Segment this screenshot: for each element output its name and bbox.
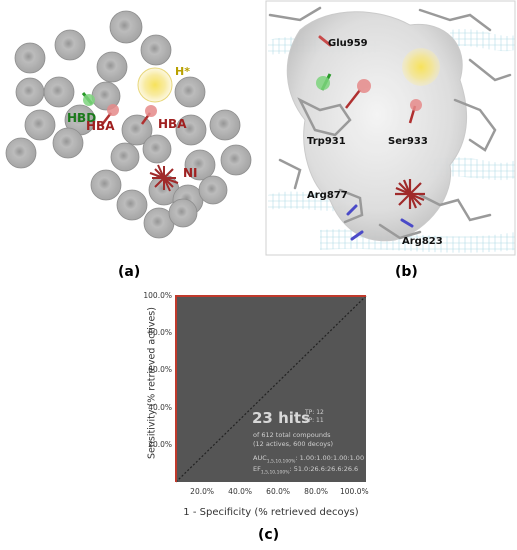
ef-numbers: : 51.0:26.6:26.6:26.6	[289, 465, 359, 473]
x-axis-label: 1 - Specificity (% retrieved decoys)	[183, 507, 359, 518]
panel-b-label: (b)	[395, 264, 418, 280]
residue-ser933: Ser933	[388, 136, 428, 147]
panel-c-label: (c)	[258, 527, 280, 543]
y-tick-label: 80.0%	[148, 328, 172, 338]
roc-chart	[175, 295, 367, 483]
roc-curve	[175, 295, 366, 482]
ef-values: EF1,5,10,100%: 51.0:26.6:26.6:26.6	[253, 465, 358, 475]
residue-arg877: Arg877	[307, 190, 348, 201]
hba-feature-1	[100, 104, 119, 127]
auc-values: AUC1,5,10,100%: 1.00:1.00:1.00:1.00	[253, 454, 364, 464]
auc-label: AUC	[253, 454, 267, 462]
ef-subscript: 1,5,10,100%	[260, 470, 290, 476]
x-tick-label: 20.0%	[190, 487, 214, 496]
panel-a-label: (a)	[118, 264, 141, 280]
ef-label: EF	[253, 465, 261, 473]
y-tick-label: 60.0%	[148, 365, 172, 375]
hba-feature-2	[140, 105, 157, 125]
hba-label-2: HBA	[158, 117, 187, 131]
y-tick-label: 40.0%	[148, 402, 172, 412]
hbd-feature	[81, 92, 95, 106]
ni-label: NI	[183, 166, 198, 180]
pharmacophore-model	[5, 10, 252, 239]
hba-label-1: HBA	[86, 119, 115, 133]
residue-trp931: Trp931	[307, 136, 346, 147]
residue-glu959: Glu959	[328, 38, 368, 49]
x-tick-label: 80.0%	[304, 487, 328, 496]
total-compounds: of 612 total compounds	[253, 431, 331, 439]
y-tick-label: 100.0%	[143, 291, 172, 300]
x-tick-label: 60.0%	[266, 487, 290, 496]
hydrophobic-label: H*	[175, 65, 190, 78]
hits-count: 23 hits	[252, 409, 311, 427]
hbd-label: HBD	[67, 111, 97, 125]
auc-numbers: : 1.00:1.00:1.00:1.00	[295, 454, 365, 462]
random-diagonal	[175, 295, 367, 483]
tp-count: TP: 12	[305, 409, 324, 416]
actives-decoys: (12 actives, 600 decoys)	[253, 440, 334, 448]
x-tick-label: 40.0%	[228, 487, 252, 496]
ni-feature	[149, 164, 179, 192]
binding-site-panel	[265, 0, 516, 256]
y-tick-label: 20.0%	[148, 439, 172, 449]
residue-arg823: Arg823	[402, 236, 443, 247]
y-axis-label: Sensitivity (% retrieved actives)	[146, 307, 158, 459]
hydrophobic-feature	[137, 67, 173, 103]
auc-subscript: 1,5,10,100%	[266, 459, 296, 465]
fp-count: FP: 11	[305, 417, 324, 424]
x-tick-label: 100.0%	[340, 487, 369, 496]
